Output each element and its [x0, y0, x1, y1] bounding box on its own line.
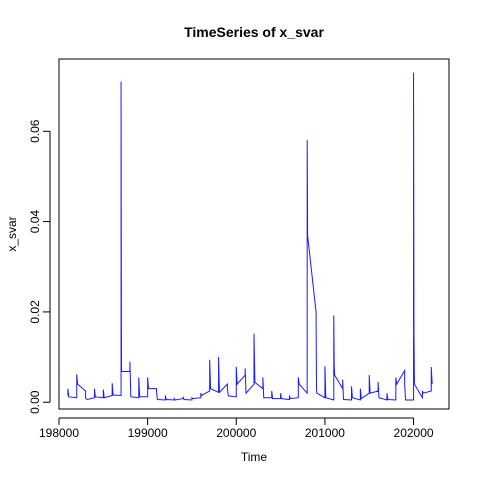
x-axis: 198000 199000 200000 201000 202000 [39, 417, 434, 440]
x-axis-label: Time [241, 450, 268, 464]
series-line [67, 72, 433, 401]
x-tick-label: 198000 [39, 426, 79, 440]
y-tick-label: 0.02 [28, 300, 42, 324]
x-tick-label: 200000 [216, 426, 256, 440]
x-tick-label: 201000 [305, 426, 345, 440]
x-tick-label: 199000 [128, 426, 168, 440]
y-tick-label: 0.00 [28, 390, 42, 414]
x-tick-label: 202000 [394, 426, 434, 440]
y-tick-label: 0.06 [28, 119, 42, 143]
series-layer [67, 72, 433, 401]
y-tick-label: 0.04 [28, 210, 42, 234]
y-axis-label: x_svar [5, 216, 19, 251]
plot-area-border [58, 58, 450, 410]
y-axis: 0.00 0.02 0.04 0.06 [28, 119, 51, 414]
chart-title: TimeSeries of x_svar [184, 24, 324, 40]
